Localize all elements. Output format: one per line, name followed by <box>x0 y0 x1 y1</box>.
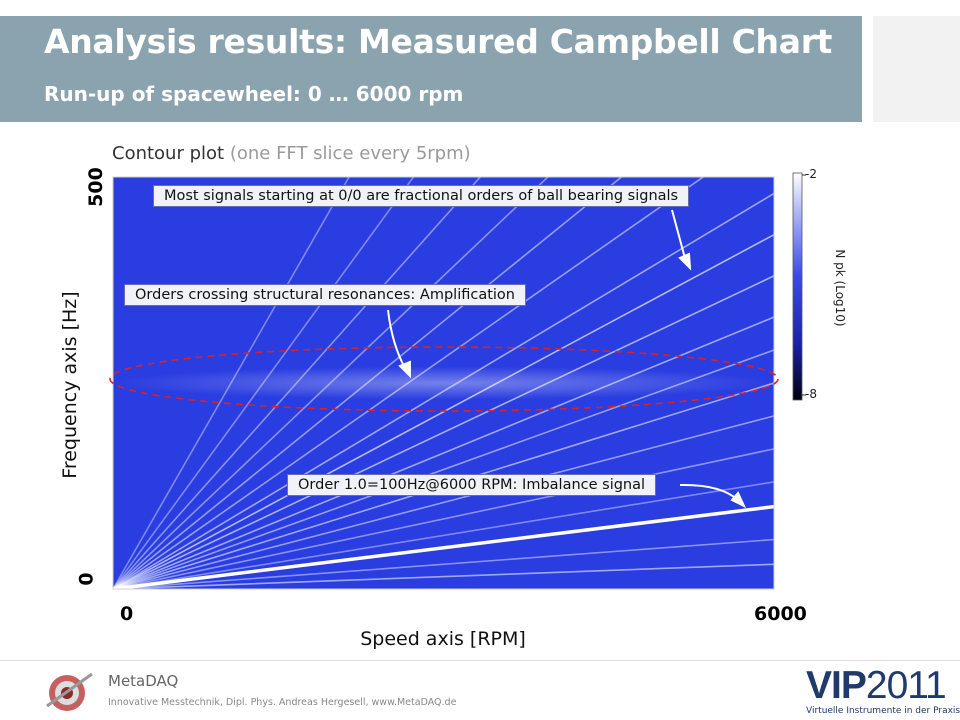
order-line <box>113 177 550 589</box>
order-line <box>113 177 350 589</box>
colorbar-min-label: -8 <box>805 387 817 401</box>
page-title: Analysis results: Measured Campbell Char… <box>44 22 833 61</box>
y-tick-max: 500 <box>84 167 107 207</box>
order-line <box>113 192 774 589</box>
page-subtitle: Run-up of spacewheel: 0 … 6000 rpm <box>44 82 464 106</box>
header-side-panel <box>873 16 960 122</box>
y-axis-label: Frequency axis [Hz] <box>59 291 81 479</box>
order-line <box>113 538 774 589</box>
header-banner <box>0 16 862 122</box>
order-line <box>113 275 774 589</box>
annotation-imbalance: Order 1.0=100Hz@6000 RPM: Imbalance sign… <box>287 474 657 496</box>
plot-caption: Contour plot (one FFT slice every 5rpm) <box>112 143 471 164</box>
arrow-bottom-head <box>730 491 747 509</box>
vip-logo: VIP2011 <box>806 664 947 708</box>
annotation-resonance-amplification: Orders crossing structural resonances: A… <box>124 284 526 306</box>
resonance-band <box>113 366 774 400</box>
annotation-bearing-orders: Most signals starting at 0/0 are fractio… <box>153 185 690 207</box>
order-line <box>113 177 415 589</box>
x-tick-max: 6000 <box>754 603 807 625</box>
colorbar-label: N pk (Log10) <box>833 249 847 327</box>
arrow-middle-head <box>398 360 411 379</box>
order-line <box>113 415 774 589</box>
brand-name: MetaDAQ <box>108 672 179 690</box>
arrow-top-head <box>678 252 692 271</box>
order-line <box>113 448 774 589</box>
order-line <box>113 563 774 589</box>
metadaq-logo <box>46 672 93 711</box>
resonance-band-ellipse <box>109 346 779 412</box>
order-line <box>113 481 774 589</box>
plot-caption-main: Contour plot <box>112 143 225 164</box>
order-line-main <box>113 504 774 589</box>
order-line <box>113 233 774 589</box>
brand-tagline: Innovative Messtechnik, Dipl. Phys. Andr… <box>108 697 457 708</box>
annotation-arrows <box>387 209 747 509</box>
vip-logo-year: 2011 <box>865 664 947 707</box>
order-line <box>113 349 774 589</box>
vip-tagline: Virtuelle Instrumente in der Praxis <box>806 706 960 716</box>
order-line <box>113 316 774 589</box>
colorbar-max-label: -2 <box>805 167 817 181</box>
plot-caption-note: (one FFT slice every 5rpm) <box>229 143 471 164</box>
order-line <box>113 177 482 589</box>
order-lines <box>113 177 774 589</box>
footer-divider <box>0 660 960 661</box>
x-tick-min: 0 <box>120 603 134 625</box>
y-tick-min: 0 <box>75 572 98 586</box>
colorbar <box>792 172 803 401</box>
vip-logo-bold: VIP <box>806 664 867 707</box>
x-axis-label: Speed axis [RPM] <box>360 628 526 650</box>
order-line <box>113 177 623 589</box>
